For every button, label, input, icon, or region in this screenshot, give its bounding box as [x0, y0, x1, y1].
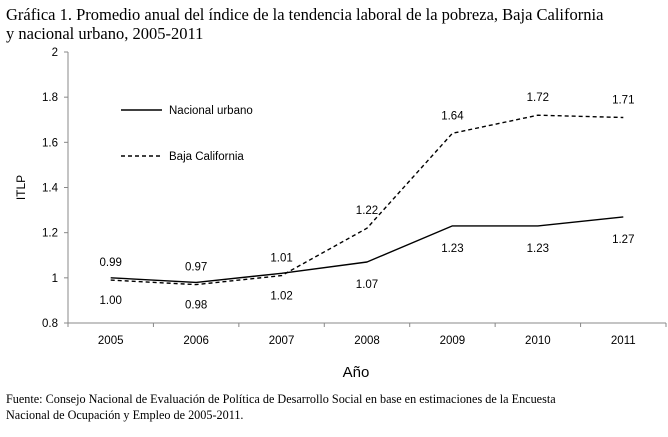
chart-data-labels: 1.00 0.98 1.02 1.07 1.23 1.23 1.27 0.99 0.97 1.01…	[100, 92, 635, 311]
chart-axes: 0.8 1 1.2 1.4 1.6 1.8 2 2005 2006 2007 2008 2009 201…	[14, 47, 667, 381]
data-label: 1.02	[270, 290, 292, 302]
data-label: 0.98	[185, 299, 207, 311]
chart-title-line-1: Gráfica 1. Promedio anual del índice de …	[6, 5, 604, 24]
data-label: 1.23	[527, 243, 549, 255]
x-tick-label: 2008	[354, 335, 380, 347]
series-line-nacional-urbano	[110, 216, 624, 284]
chart-title-line-2: y nacional urbano, 2005-2011	[6, 24, 204, 43]
y-tick-label: 1.6	[42, 137, 58, 149]
source-note-line-2: Nacional de Ocupación y Empleo de 2005-2…	[6, 408, 244, 422]
data-label: 1.23	[441, 243, 463, 255]
data-label: 1.27	[612, 234, 634, 246]
data-label: 1.64	[441, 110, 464, 122]
data-label: 1.22	[356, 205, 378, 217]
data-label: 0.97	[185, 262, 207, 274]
source-note-line-1: Fuente: Consejo Nacional de Evaluación d…	[6, 392, 556, 406]
data-label: 0.99	[100, 257, 122, 269]
y-tick-label: 1.4	[42, 183, 59, 195]
source-note: Fuente: Consejo Nacional de Evaluación d…	[6, 391, 661, 423]
x-tick-label: 2006	[183, 335, 209, 347]
y-tick-label: 2	[52, 47, 58, 59]
data-label: 1.00	[100, 295, 122, 307]
data-label: 1.07	[356, 279, 378, 291]
y-tick-label: 1	[52, 273, 58, 285]
y-axis-title: ITLP	[14, 175, 28, 200]
legend-label: Baja California	[169, 151, 244, 163]
x-tick-label: 2010	[525, 335, 551, 347]
series-line-baja-california	[110, 114, 624, 286]
chart-legend: Nacional urbano Baja California	[121, 105, 253, 163]
chart-series-lines	[110, 114, 624, 286]
data-label: 1.01	[270, 253, 292, 265]
x-tick-label: 2005	[98, 335, 124, 347]
x-tick-label: 2011	[611, 335, 636, 347]
x-axis-title: Año	[343, 364, 370, 381]
chart-title: Gráfica 1. Promedio anual del índice de …	[6, 5, 656, 43]
data-label: 1.72	[527, 92, 549, 104]
data-label: 1.71	[612, 94, 634, 106]
x-tick-label: 2007	[269, 335, 295, 347]
legend-label: Nacional urbano	[169, 105, 253, 117]
x-tick-label: 2009	[440, 335, 466, 347]
y-tick-label: 1.8	[42, 92, 58, 104]
y-tick-label: 1.2	[42, 228, 58, 240]
y-tick-label: 0.8	[42, 318, 58, 330]
